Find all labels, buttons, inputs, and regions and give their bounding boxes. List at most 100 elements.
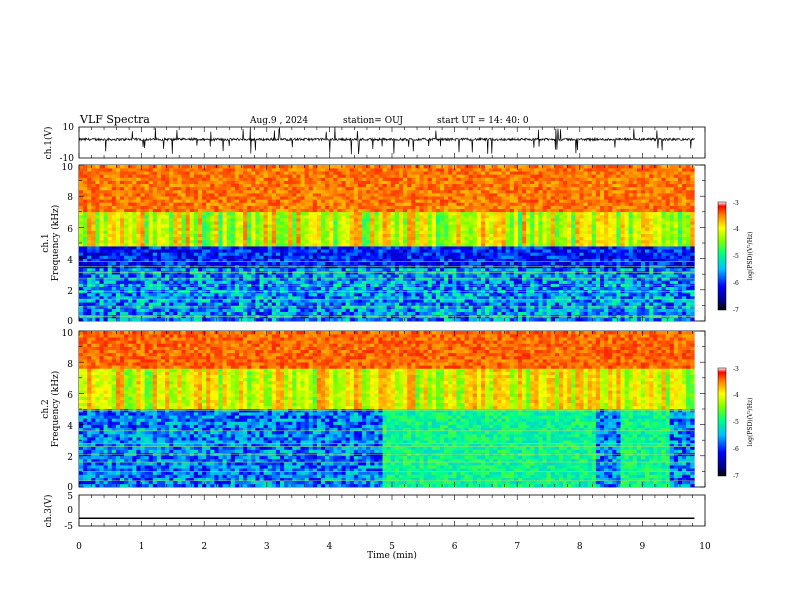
spectrogram-cell [312,189,318,194]
spectrogram-cell [185,186,191,191]
spectrogram-cell [349,171,355,175]
spectrogram-cell [456,296,461,300]
spectrogram-cell [148,218,154,222]
spectrogram-cell [378,308,383,312]
spectrogram-cell [91,214,96,219]
spectrogram-cell [189,214,195,219]
spectrogram-cell [144,236,150,241]
spectrogram-cell [325,230,330,234]
spectrogram-cell [398,292,404,297]
spectrogram-cell [353,302,359,306]
spectrogram-cell [325,196,330,200]
spectrogram-cell [173,174,178,178]
spectrogram-cell [349,292,355,297]
spectrogram-cell [173,196,178,200]
spectrogram-cell [403,224,408,228]
spectrogram-cell [341,233,346,238]
spectrogram-cell [226,302,232,306]
spectrogram-cell [173,227,178,231]
spectrogram-cell [316,292,322,297]
spectrogram-cell [427,261,433,266]
spectrogram-cell [79,227,84,231]
spectrogram-cell [197,280,203,284]
spectrogram-cell [472,246,478,250]
spectrogram-cell [423,274,428,278]
spectrogram-cell [411,274,416,278]
spectrogram-cell [329,208,334,213]
spectrogram-cell [132,246,137,250]
spectrogram-cell [103,255,109,259]
spectrogram-cell [161,274,166,278]
spectrogram-cell [185,292,191,297]
spectrogram-cell [271,196,277,200]
spectrogram-cell [353,317,359,322]
spectrogram-cell [243,214,248,219]
spectrogram-cell [444,246,449,250]
spectrogram-cell [353,243,359,247]
spectrogram-cell [156,193,162,197]
spectrogram-cell [341,174,346,178]
spectrogram-cell [390,236,396,241]
spectrogram-cell [263,236,269,241]
spectrogram-cell [403,205,408,209]
spectrogram-cell [161,308,166,312]
spectrogram-cell [189,208,195,213]
spectrogram-cell [329,214,334,219]
spectrogram-cell [230,208,236,213]
spectrogram-cell [165,193,170,197]
spectrogram-cell [251,274,256,278]
spectrogram-cell [468,233,474,238]
spectrogram-cell [321,249,326,253]
spectrogram-cell [329,202,334,206]
spectrogram-cell [263,311,269,316]
spectrogram-cell [435,211,441,216]
spectrogram-cell [263,233,269,238]
spectrogram-cell [144,168,150,172]
spectrogram-cell [263,171,269,175]
spectrogram-cell [280,233,285,238]
spectrogram-cell [275,180,281,185]
spectrogram-cell [185,205,191,209]
spectrogram-cell [390,168,396,172]
spectrogram-cell [280,249,285,253]
spectrogram-cell [197,165,203,169]
spectrogram-cell [345,249,351,253]
spectrogram-cell [284,261,289,266]
spectrogram-cell [169,230,174,234]
spectrogram-cell [210,236,215,241]
spectrogram-cell [156,221,162,225]
spectrogram-cell [238,165,244,169]
spectrogram-cell [161,261,166,266]
spectrogram-cell [284,214,289,219]
spectrogram-cell [156,286,162,291]
spectrogram-cell [210,233,215,238]
spectrogram-cell [476,218,482,222]
spectrogram-cell [87,311,92,316]
spectrogram-cell [87,258,92,263]
spectrogram-cell [325,255,330,259]
spectrogram-cell [472,236,478,241]
spectrogram-cell [99,299,104,303]
spectrogram-cell [390,296,396,300]
spectrogram-cell [468,236,474,241]
spectrogram-cell [214,171,219,175]
spectrogram-cell [362,189,367,194]
spectrogram-cell [197,243,203,247]
spectrogram-cell [173,243,178,247]
spectrogram-cell [259,183,264,188]
spectrogram-cell [263,252,269,256]
spectrogram-cell [386,221,392,225]
spectrogram-cell [226,183,232,188]
spectrogram-cell [288,243,293,247]
spectrogram-cell [79,258,84,263]
spectrogram-cell [357,218,363,222]
spectrogram-cell [120,230,125,234]
spectrogram-cell [107,189,113,194]
spectrogram-cell [181,296,186,300]
spectrogram-cell [374,292,379,297]
spectrogram-cell [374,205,379,209]
spectrogram-cell [460,196,465,200]
spectrogram-cell [485,292,490,297]
spectrogram-cell [353,196,359,200]
spectrogram-cell [152,267,158,272]
